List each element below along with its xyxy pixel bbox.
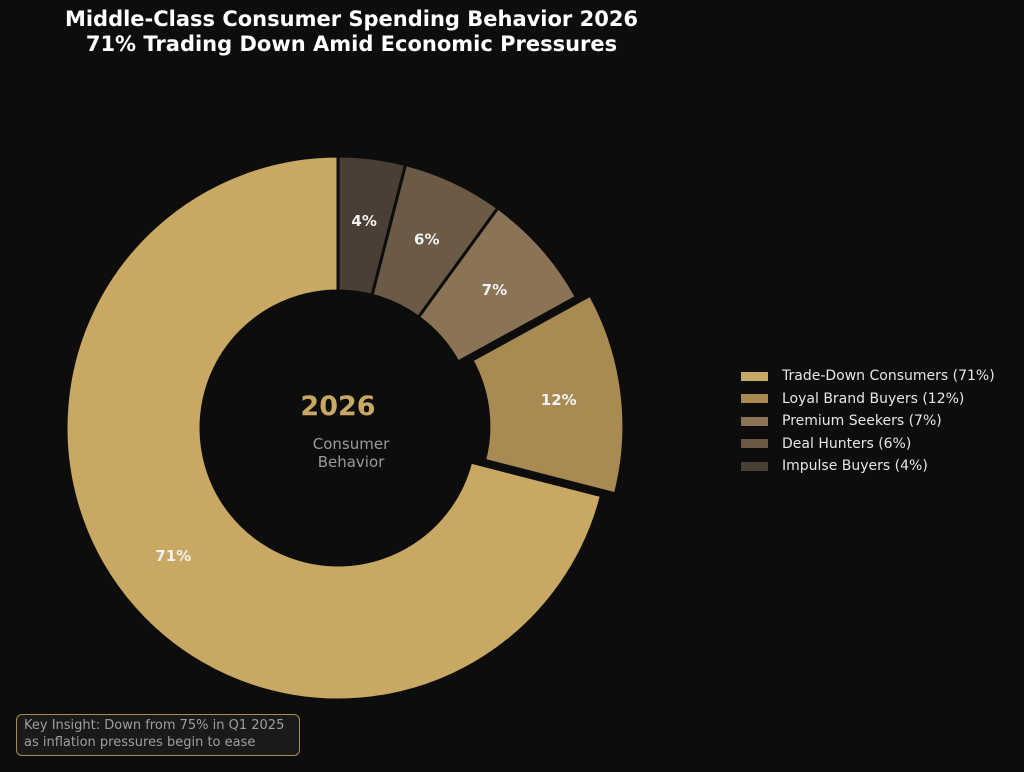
legend-item-trade-down-consumers: Trade-Down Consumers (71%) xyxy=(741,365,1021,388)
slice-label-trade-down-consumers: 71% xyxy=(155,547,191,565)
donut-slices xyxy=(64,154,626,702)
slice-label-premium-seekers: 7% xyxy=(482,281,507,299)
center-sublabel-line2: Behavior xyxy=(318,453,385,471)
key-insight-box: Key Insight: Down from 75% in Q1 2025 as… xyxy=(16,714,300,756)
slice-label-impulse-buyers: 4% xyxy=(351,212,376,230)
donut-slice-labels: 4% 6% 7% 12% 71% xyxy=(155,212,576,565)
legend-label: Loyal Brand Buyers (12%) xyxy=(782,390,965,407)
center-sublabel-line1: Consumer xyxy=(313,435,390,453)
legend-label: Trade-Down Consumers (71%) xyxy=(782,368,995,385)
legend-swatch xyxy=(741,461,768,471)
legend-label: Premium Seekers (7%) xyxy=(782,413,942,430)
legend-item-premium-seekers: Premium Seekers (7%) xyxy=(741,410,1021,433)
legend-swatch xyxy=(741,394,768,404)
slice-trade-down-consumers xyxy=(64,154,604,702)
slice-premium-seekers xyxy=(416,205,579,365)
legend-item-loyal-brand-buyers: Loyal Brand Buyers (12%) xyxy=(741,388,1021,411)
slice-label-deal-hunters: 6% xyxy=(414,230,439,248)
legend-item-deal-hunters: Deal Hunters (6%) xyxy=(741,433,1021,456)
legend-swatch xyxy=(741,439,768,449)
slice-loyal-brand-buyers xyxy=(469,293,626,496)
legend-swatch xyxy=(741,416,768,426)
key-insight-line2: as inflation pressures begin to ease xyxy=(24,735,256,750)
legend-label: Deal Hunters (6%) xyxy=(782,435,912,452)
legend-label: Impulse Buyers (4%) xyxy=(782,458,928,475)
center-year-label: 2026 xyxy=(300,391,375,422)
chart-title: Middle-Class Consumer Spending Behavior … xyxy=(64,7,639,31)
key-insight-line1: Key Insight: Down from 75% in Q1 2025 xyxy=(24,718,285,733)
legend-item-impulse-buyers: Impulse Buyers (4%) xyxy=(741,455,1021,478)
chart-subtitle: 71% Trading Down Amid Economic Pressures xyxy=(85,32,618,56)
legend: Trade-Down Consumers (71%) Loyal Brand Bu… xyxy=(741,365,1021,478)
slice-label-loyal-brand-buyers: 12% xyxy=(541,391,577,409)
legend-swatch xyxy=(741,371,768,381)
